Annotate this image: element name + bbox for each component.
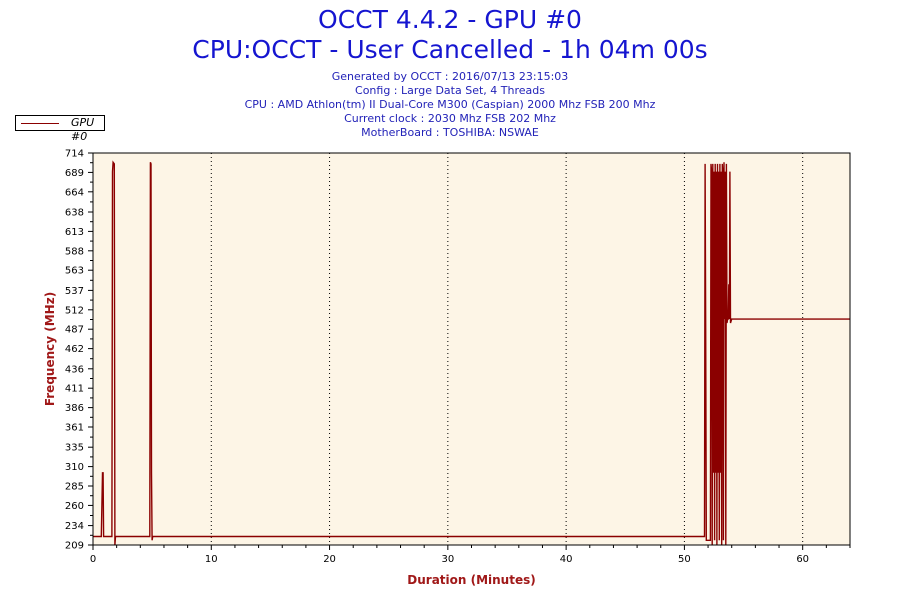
clock-info: Current clock : 2030 Mhz FSB 202 Mhz xyxy=(344,112,556,125)
series-line-gpu-0 xyxy=(93,160,850,546)
chart-subtitle: CPU:OCCT - User Cancelled - 1h 04m 00s xyxy=(192,35,708,64)
x-tick-label: 60 xyxy=(796,554,809,565)
y-tick-label: 638 xyxy=(65,207,84,218)
y-tick-label: 512 xyxy=(65,305,84,316)
config-info: Config : Large Data Set, 4 Threads xyxy=(355,84,545,97)
y-tick-label: 310 xyxy=(65,462,84,473)
y-tick-label: 361 xyxy=(65,423,84,434)
motherboard-info: MotherBoard : TOSHIBA: NSWAE xyxy=(361,126,539,139)
x-axis-title: Duration (Minutes) xyxy=(407,573,535,587)
x-tick-label: 30 xyxy=(441,554,454,565)
y-tick-label: 386 xyxy=(65,403,84,414)
y-tick-label: 537 xyxy=(65,286,84,297)
y-tick-label: 436 xyxy=(65,364,84,375)
legend-label: GPU #0 xyxy=(71,116,95,143)
axes: 0 10 20 30 40 50 60 209 234 260 285 310 335 361 386 411… xyxy=(65,149,851,565)
y-tick-label: 209 xyxy=(65,541,84,552)
y-tick-label: 411 xyxy=(65,384,84,395)
y-tick-label: 487 xyxy=(65,325,84,336)
chart-title: OCCT 4.4.2 - GPU #0 xyxy=(318,5,582,34)
y-tick-label: 462 xyxy=(65,344,84,355)
generated-info: Generated by OCCT : 2016/07/13 23:15:03 xyxy=(331,70,569,83)
x-tick-label: 50 xyxy=(678,554,691,565)
y-tick-label: 588 xyxy=(65,246,84,257)
plot-area xyxy=(93,153,850,545)
x-tick-label: 40 xyxy=(560,554,573,565)
series-layer xyxy=(93,160,850,546)
grid xyxy=(210,153,804,545)
y-tick-label: 714 xyxy=(65,149,84,160)
y-tick-label: 335 xyxy=(65,443,84,454)
y-tick-label: 285 xyxy=(65,482,84,493)
y-tick-label: 664 xyxy=(65,187,84,198)
legend: GPU #0 xyxy=(15,115,105,143)
y-tick-label: 563 xyxy=(65,266,84,277)
cpu-info: CPU : AMD Athlon(tm) II Dual-Core M300 (… xyxy=(244,98,656,111)
x-tick-label: 10 xyxy=(205,554,218,565)
y-tick-label: 260 xyxy=(65,501,84,512)
x-tick-label: 20 xyxy=(323,554,336,565)
legend-swatch xyxy=(21,123,59,124)
y-tick-label: 234 xyxy=(65,521,84,532)
x-tick-label: 0 xyxy=(90,554,96,565)
y-tick-label: 613 xyxy=(65,227,84,238)
y-tick-label: 689 xyxy=(65,168,84,179)
y-axis-title: Frequency (MHz) xyxy=(43,292,57,406)
